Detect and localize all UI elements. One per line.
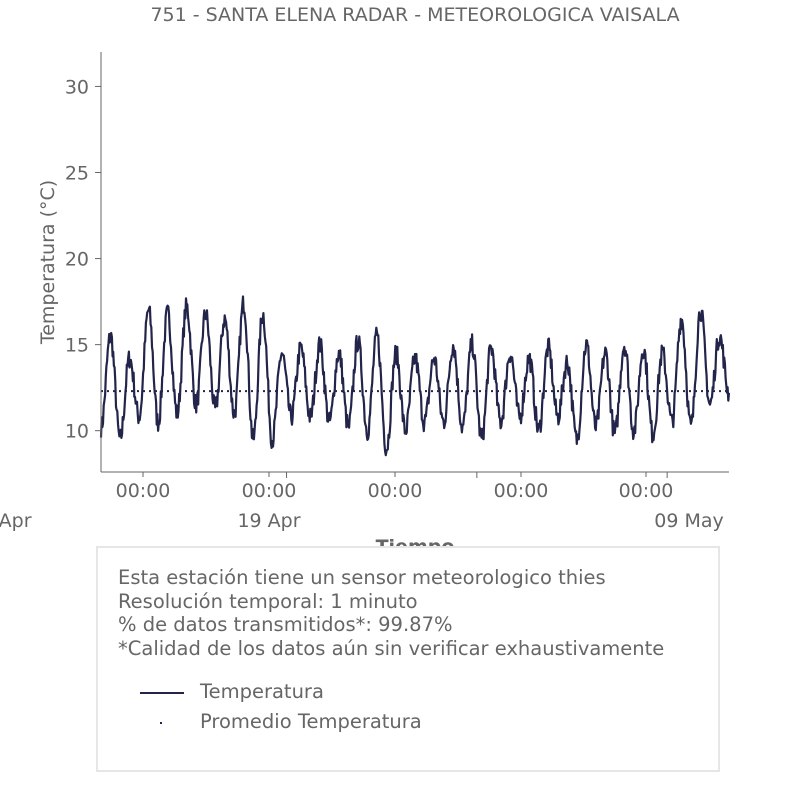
series-layer: [99, 295, 731, 457]
legend-label-temperatura: Temperatura: [200, 680, 324, 703]
x-tick-time-label: 00:00: [242, 480, 297, 502]
info-line-transmitted: % de datos transmitidos*: 99.87%: [118, 613, 453, 636]
series-line-temperatura: [99, 295, 731, 457]
y-ticks: 10 15 20 25 30: [65, 76, 101, 443]
y-tick-label: 30: [65, 76, 89, 98]
x-tick-time-label: 00:00: [116, 480, 171, 502]
x-tick-time-label: 00:00: [494, 480, 549, 502]
info-line-quality-note: *Calidad de los datos aún sin verificar …: [118, 636, 665, 660]
legend-solid-line-swatch: [140, 692, 184, 694]
y-tick-label: 15: [65, 335, 89, 357]
x-tick-time-label: 00:00: [619, 480, 674, 502]
x-tick-time-label: 00:00: [368, 480, 423, 502]
info-text: Esta estación tiene un sensor meteorolog…: [118, 566, 664, 660]
x-tick-date-label: 29 Apr: [0, 510, 32, 532]
x-ticks: 00:00 00:00 19 Apr 00:00 29 Apr 00:00 00:00 09 …: [0, 472, 724, 532]
info-line-sensor: Esta estación tiene un sensor meteorolog…: [118, 566, 606, 589]
y-tick-label: 20: [65, 249, 89, 271]
y-tick-label: 10: [65, 421, 89, 443]
legend-label-promedio: Promedio Temperatura: [200, 710, 422, 733]
x-tick-date-label: 09 May: [654, 510, 724, 532]
info-box: Esta estación tiene un sensor meteorolog…: [96, 546, 720, 772]
info-line-resolution: Resolución temporal: 1 minuto: [118, 589, 418, 613]
chart-title: 751 - SANTA ELENA RADAR - METEOROLOGICA …: [150, 4, 679, 26]
legend-dotted-swatch: [160, 722, 162, 724]
y-tick-label: 25: [65, 162, 89, 184]
y-axis-label: Temperatura (°C): [37, 180, 59, 345]
x-tick-date-label: 19 Apr: [237, 510, 300, 532]
